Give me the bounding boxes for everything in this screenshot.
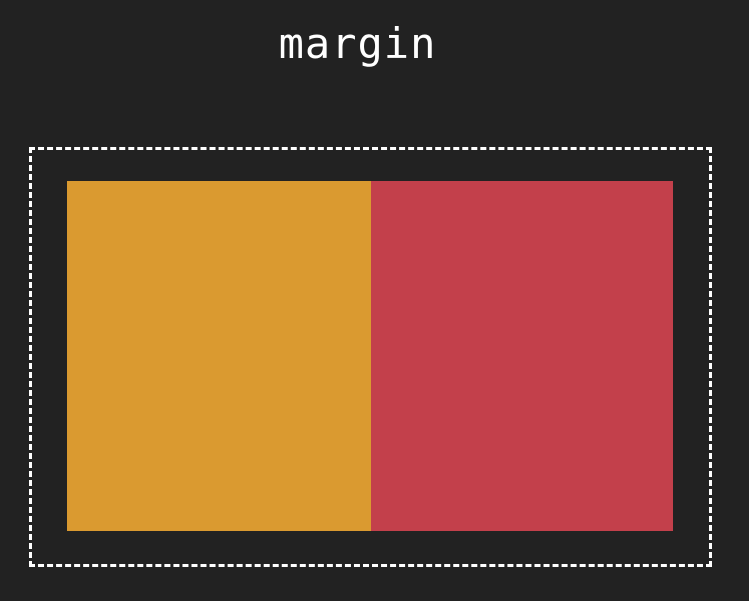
diagram-title: margin bbox=[278, 19, 437, 68]
left-box bbox=[67, 181, 371, 531]
margin-boundary-outline bbox=[29, 147, 712, 567]
right-box bbox=[371, 181, 673, 531]
